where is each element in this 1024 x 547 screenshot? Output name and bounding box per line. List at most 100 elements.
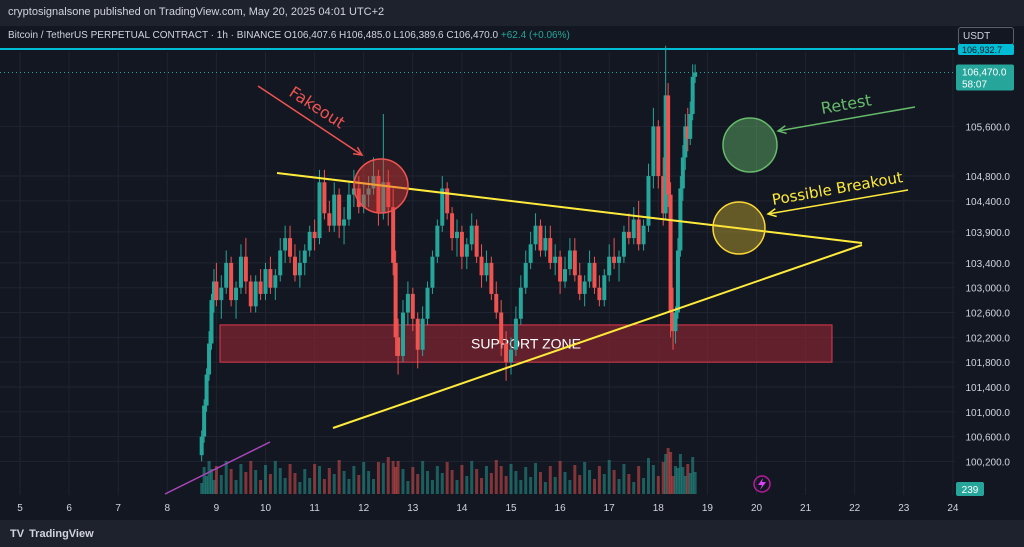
candle <box>273 269 278 301</box>
candle-body <box>558 256 563 282</box>
volume-bar <box>308 478 312 494</box>
candle-body <box>202 405 207 437</box>
x-tick-label: 10 <box>260 503 272 514</box>
volume-bar <box>440 473 444 494</box>
x-tick-label: 11 <box>309 503 320 514</box>
candle-body <box>494 293 499 313</box>
x-tick-label: 8 <box>165 503 171 514</box>
candle-body <box>668 194 673 313</box>
candle <box>651 107 656 189</box>
current-price-label-bg <box>956 64 1014 91</box>
volume-bar <box>686 464 690 494</box>
candle-body <box>273 275 278 288</box>
candle <box>671 287 676 350</box>
volume-bar <box>688 473 692 494</box>
candle <box>582 275 587 307</box>
candle <box>302 244 307 276</box>
candle <box>317 169 322 245</box>
candle-body <box>499 312 504 344</box>
volume-bar <box>372 479 376 494</box>
volume-bar <box>318 466 322 494</box>
x-tick-label: 21 <box>800 503 812 514</box>
volume-bar <box>332 474 336 494</box>
candle-body <box>693 72 698 77</box>
volume-bar <box>396 461 400 494</box>
candle <box>636 200 641 251</box>
breakout-circle <box>712 201 766 255</box>
candle <box>666 83 671 208</box>
candle-body <box>567 250 572 270</box>
volume-bar <box>573 465 577 494</box>
candle <box>415 312 420 369</box>
y-tick-label: 104,400.0 <box>966 197 1011 208</box>
candle <box>661 157 666 226</box>
volume-bar <box>514 471 518 494</box>
candle-body <box>607 256 612 276</box>
symbol-info[interactable]: Bitcoin / TetherUS PERPETUAL CONTRACT · … <box>8 30 570 41</box>
retest-arrow-head <box>776 125 787 135</box>
volume-bar <box>627 474 631 494</box>
volume-bar <box>342 471 346 494</box>
volume-bar <box>347 479 351 494</box>
volume-bar <box>212 480 216 494</box>
fakeout-circle <box>353 158 409 214</box>
candle <box>663 45 668 220</box>
candle <box>617 250 622 282</box>
volume-bar <box>421 461 425 494</box>
candle <box>332 182 337 232</box>
candle-body <box>234 287 239 301</box>
volume-bar <box>592 479 596 494</box>
lower-trendline <box>332 244 863 429</box>
candle <box>685 107 690 152</box>
volume-bar <box>337 460 341 494</box>
candle <box>513 306 518 356</box>
price-chart[interactable]: 105,600.0 104,800.0 104,400.0 103,900.0 103,… <box>0 0 1024 520</box>
candle-body <box>673 312 678 332</box>
candle <box>538 219 543 257</box>
volume-bar <box>200 483 204 494</box>
candle <box>327 200 332 232</box>
candle-body <box>209 300 214 344</box>
x-tick-label: 18 <box>653 503 665 514</box>
volume-bar <box>254 470 258 494</box>
y-tick-label: 103,400.0 <box>966 259 1011 270</box>
candle-body <box>587 262 592 282</box>
candle-body <box>479 256 484 276</box>
candle <box>678 176 683 257</box>
publish-info: cryptosignalsone published on TradingVie… <box>8 6 385 18</box>
volume-bar <box>293 473 297 494</box>
symbol-title[interactable]: Bitcoin / TetherUS PERPETUAL CONTRACT · … <box>8 30 282 41</box>
volume-bar <box>543 482 547 494</box>
candle-body <box>523 262 528 288</box>
candle-body <box>518 287 523 319</box>
candle-body <box>528 244 533 263</box>
candle <box>278 238 283 282</box>
candle <box>683 114 688 170</box>
volume-bar <box>666 448 670 494</box>
candle <box>381 114 386 220</box>
candle-body <box>646 176 651 226</box>
volume-bar <box>538 472 542 494</box>
candle-body <box>219 287 224 301</box>
tradingview-brand[interactable]: TV TradingView <box>10 528 94 540</box>
candle-body <box>680 157 685 189</box>
volume-bar <box>519 480 523 494</box>
candle <box>528 231 533 270</box>
candle <box>693 64 698 84</box>
candle-body <box>405 293 410 313</box>
retest-circle <box>722 117 778 173</box>
volume-bar <box>597 466 601 494</box>
volume-bar <box>416 474 420 494</box>
candle-body <box>538 225 543 251</box>
candle <box>567 238 572 276</box>
candle-body <box>238 256 243 288</box>
candle-body <box>509 349 513 363</box>
candle <box>504 331 509 381</box>
candle-body <box>268 269 273 288</box>
candle <box>312 219 317 251</box>
candle-body <box>651 126 656 177</box>
volume-bar <box>504 476 508 494</box>
candle <box>238 244 243 294</box>
candle-body <box>391 207 396 263</box>
y-tick-label: 101,000.0 <box>966 408 1011 419</box>
